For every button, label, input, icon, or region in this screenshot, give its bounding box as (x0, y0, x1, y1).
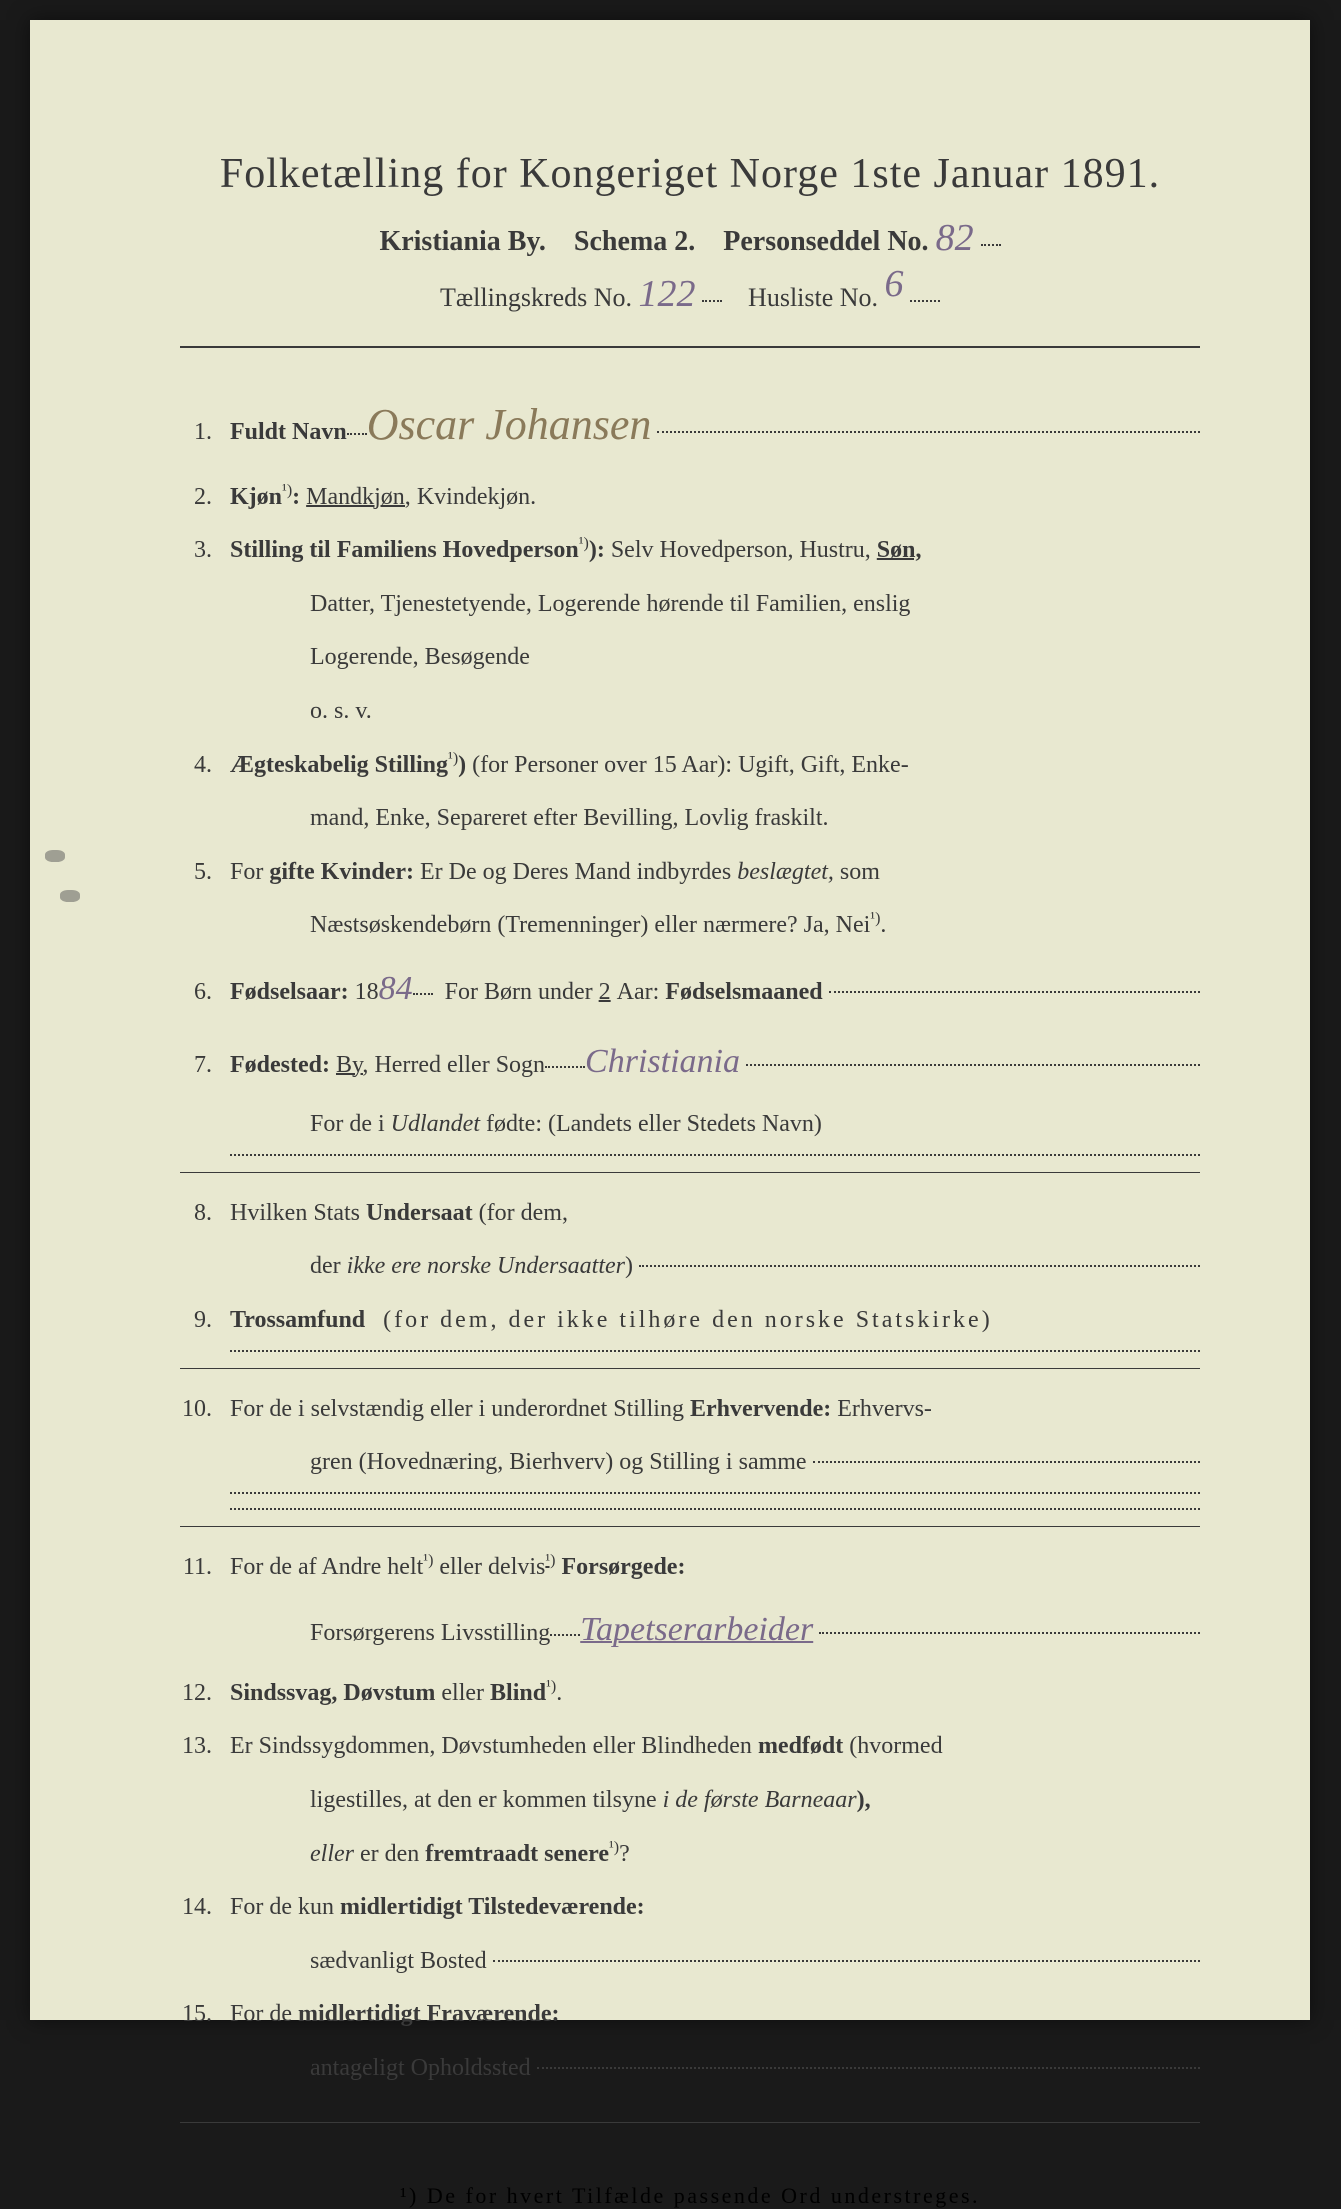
field-label: Forsørgede: (562, 1554, 686, 1580)
field-label: Ægteskabelig Stilling (230, 752, 448, 778)
field-label: gifte Kvinder: (269, 859, 414, 885)
sex-selected: Mandkjøn, (306, 484, 411, 510)
ink-smudge (60, 890, 80, 902)
sex-option: Kvindekjøn. (417, 484, 536, 510)
field-12-disability: 12. Sindssvag, Døvstum eller Blind¹). (180, 1671, 1200, 1717)
birthplace-value: Christiania (585, 1030, 740, 1095)
field-4-marital: 4. Ægteskabelig Stilling¹)) (for Persone… (180, 743, 1200, 789)
field-num: 13. (180, 1724, 230, 1770)
field-5-related: 5. For gifte Kvinder: Er De og Deres Man… (180, 850, 1200, 896)
field-num: 15. (180, 1992, 230, 2038)
field-label: Trossamfund (230, 1307, 365, 1333)
field-num: 8. (180, 1191, 230, 1237)
field-label: Erhvervende: (690, 1396, 831, 1422)
field-num: 7. (180, 1043, 230, 1089)
field-label: Fødested: (230, 1043, 330, 1089)
field-label: midlertidigt Tilstedeværende: (340, 1894, 645, 1920)
field-num: 6. (180, 970, 230, 1016)
ink-smudge (45, 850, 65, 862)
dotted-blank-line (230, 1508, 1200, 1510)
field-num: 14. (180, 1885, 230, 1931)
section-divider (180, 1526, 1200, 1527)
field-15-temp-absent: 15. For de midlertidigt Fraværende: (180, 1992, 1200, 2038)
field-num: 1. (180, 410, 230, 456)
field-num: 5. (180, 850, 230, 896)
field-9-religion: 9. Trossamfund (for dem, der ikke tilhør… (180, 1298, 1200, 1344)
field-num: 11. (180, 1545, 230, 1591)
kreds-label: Tællingskreds No. (440, 283, 632, 312)
field-num: 2. (180, 475, 230, 521)
field-11-supported: 11. For de af Andre helt¹) eller delvis¹… (180, 1545, 1200, 1591)
census-form-page: Folketælling for Kongeriget Norge 1ste J… (30, 20, 1310, 2020)
field-1-name: 1. Fuldt Navn Oscar Johansen (180, 383, 1200, 467)
dotted-blank-line (230, 1350, 1200, 1352)
personseddel-label: Personseddel No. (723, 226, 928, 257)
dotted-blank-line (230, 1154, 1200, 1156)
dotted-fill (702, 300, 722, 302)
husliste-label: Husliste No. (748, 283, 878, 312)
field-14-temp-present: 14. For de kun midlertidigt Tilstedevære… (180, 1885, 1200, 1931)
dotted-blank-line (230, 1492, 1200, 1494)
field-label: Fuldt Navn (230, 410, 347, 456)
field-label: Kjøn (230, 484, 282, 510)
field-num: 9. (180, 1298, 230, 1344)
field-13-disability-onset: 13. Er Sindssygdommen, Døvstumheden elle… (180, 1724, 1200, 1770)
subtitle-row-2: Tællingskreds No. 122 Husliste No. 6 (180, 272, 1200, 316)
field-6-birthyear: 6. Fødselsaar: 18 84 For Børn under 2 Aa… (180, 957, 1200, 1022)
form-body: 1. Fuldt Navn Oscar Johansen 2. Kjøn¹): … (180, 383, 1200, 2092)
supporter-occupation-value: Tapetserarbeider (580, 1598, 813, 1663)
subtitle-row-1: Kristiania By. Schema 2. Personseddel No… (180, 216, 1200, 260)
footer-divider (180, 2122, 1200, 2123)
field-label: Sindssvag, Døvstum (230, 1680, 435, 1706)
personseddel-no: 82 (936, 217, 974, 259)
field-num: 12. (180, 1671, 230, 1717)
form-header: Folketælling for Kongeriget Norge 1ste J… (180, 150, 1200, 316)
birthplace-type-selected: By, (336, 1043, 368, 1089)
field-8-citizenship: 8. Hvilken Stats Undersaat (for dem, (180, 1191, 1200, 1237)
field-label: Stilling til Familiens Hovedperson (230, 537, 579, 563)
municipality: Kristiania By. (379, 226, 545, 257)
field-label: Undersaat (366, 1200, 473, 1226)
field-10-occupation: 10. For de i selvstændig eller i underor… (180, 1387, 1200, 1433)
relation-selected: Søn, (877, 537, 922, 563)
field-label: Fødselsaar: (230, 970, 349, 1016)
field-num: 4. (180, 743, 230, 789)
section-divider (180, 1368, 1200, 1369)
field-label: midlertidigt Fraværende: (298, 2001, 560, 2027)
footnote: ¹) De for hvert Tilfælde passende Ord un… (180, 2183, 1200, 2209)
name-value: Oscar Johansen (367, 383, 652, 467)
kreds-no: 122 (639, 273, 696, 315)
schema-label: Schema 2. (574, 226, 695, 257)
field-7-birthplace: 7. Fødested: By, Herred eller Sogn Chris… (180, 1030, 1200, 1095)
field-3-relation: 3. Stilling til Familiens Hovedperson¹))… (180, 528, 1200, 574)
field-num: 3. (180, 528, 230, 574)
husliste-no: 6 (885, 263, 904, 305)
header-divider (180, 346, 1200, 348)
dotted-fill (981, 244, 1001, 246)
field-2-sex: 2. Kjøn¹): Mandkjøn, Kvindekjøn. (180, 475, 1200, 521)
dotted-fill (910, 300, 940, 302)
birthyear-value: 84 (379, 957, 413, 1022)
main-title: Folketælling for Kongeriget Norge 1ste J… (180, 150, 1200, 198)
section-divider (180, 1172, 1200, 1173)
field-num: 10. (180, 1387, 230, 1433)
